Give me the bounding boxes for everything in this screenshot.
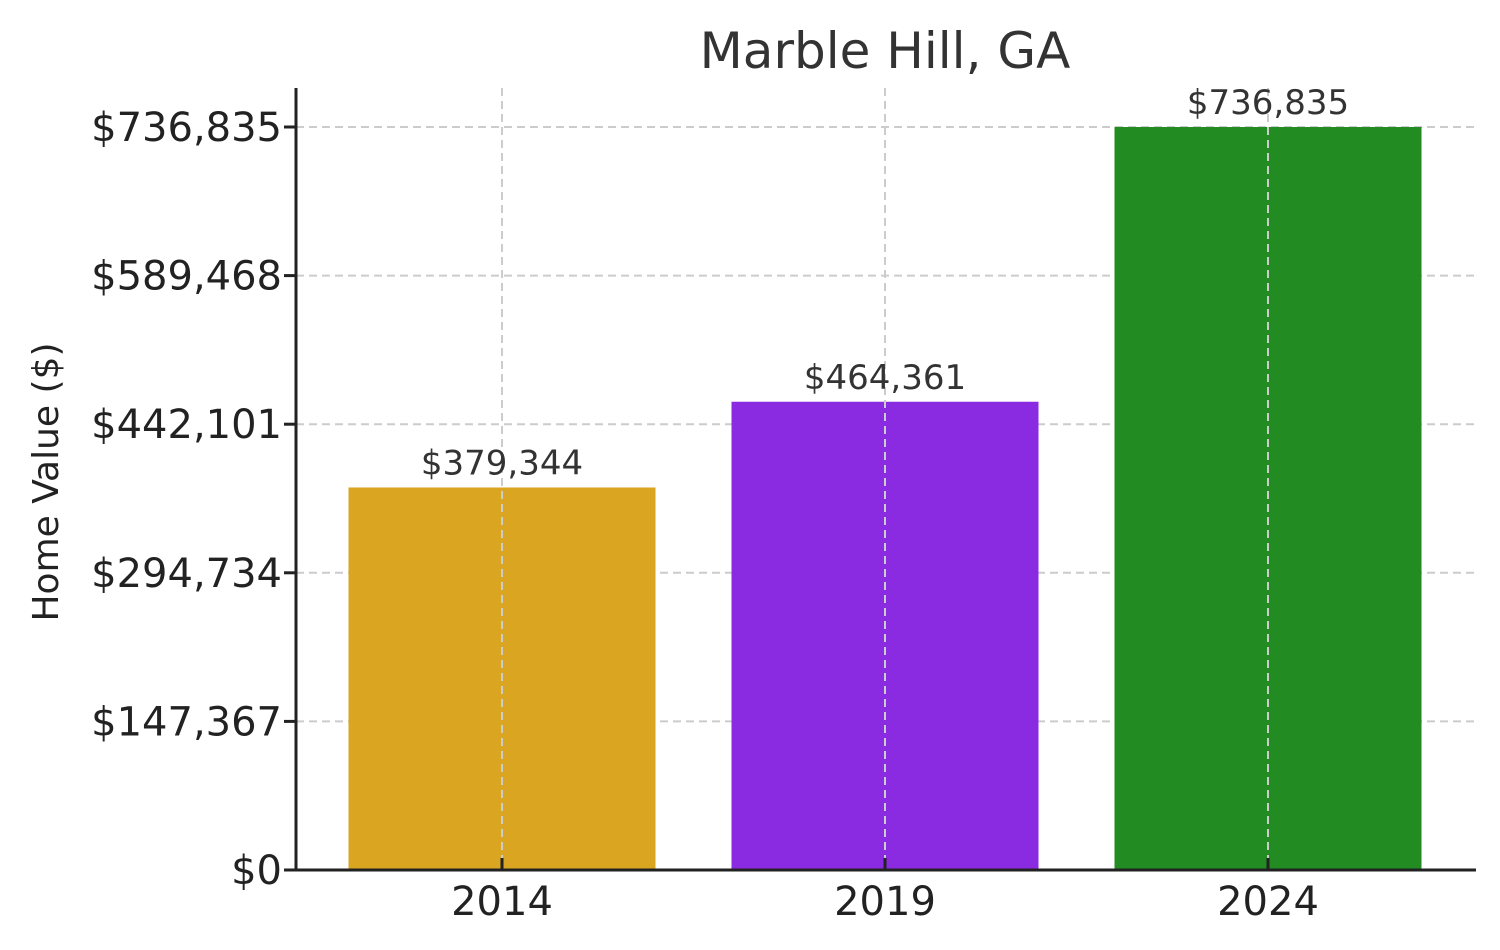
bar-value-label: $379,344 [421, 443, 583, 483]
x-tick-label: 2024 [1217, 879, 1319, 925]
y-axis-label: Home Value ($) [26, 342, 67, 621]
bar-value-label: $464,361 [804, 358, 966, 398]
data-label-layer: $379,344 $464,361 $736,835 [421, 83, 1349, 483]
y-tick-label: $294,734 [91, 551, 282, 597]
chart-title: Marble Hill, GA [700, 22, 1071, 80]
x-grid-layer [501, 88, 1269, 870]
y-tick-label: $0 [231, 848, 282, 894]
y-tick-label: $589,468 [91, 254, 282, 300]
y-tick-label: $736,835 [91, 105, 282, 151]
y-tick-label: $442,101 [91, 402, 282, 448]
y-tick-label: $147,367 [91, 699, 282, 745]
bar-value-label: $736,835 [1187, 83, 1349, 123]
x-tick-label: 2014 [451, 879, 553, 925]
x-tick-label: 2019 [834, 879, 936, 925]
axis-layer: $0 $147,367 $294,734 $442,101 $589,468 $736,8… [91, 88, 1476, 925]
